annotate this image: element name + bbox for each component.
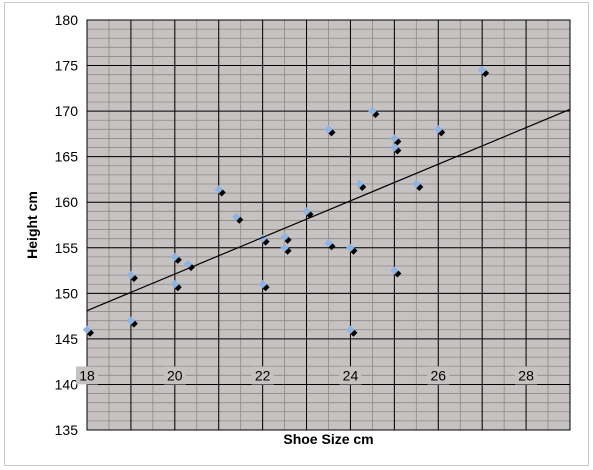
data-point xyxy=(390,266,402,278)
trendline xyxy=(86,108,571,312)
data-point-marker xyxy=(302,207,311,216)
data-point-marker xyxy=(258,280,267,289)
data-point xyxy=(477,65,490,78)
data-point-marker xyxy=(170,252,180,262)
data-point-marker xyxy=(324,125,333,134)
y-tick-label: 135 xyxy=(55,422,79,438)
data-point xyxy=(346,243,358,255)
x-tick-label: 26 xyxy=(430,367,446,383)
data-point-marker xyxy=(214,185,223,194)
y-tick-label: 160 xyxy=(55,194,79,210)
data-point xyxy=(368,106,380,119)
data-point-marker xyxy=(477,65,487,75)
data-point-marker xyxy=(82,325,92,334)
data-point-marker xyxy=(183,259,193,269)
y-tick-label: 175 xyxy=(55,58,79,74)
data-point-marker xyxy=(126,316,136,325)
data-point-marker xyxy=(170,280,180,289)
y-tick-label: 180 xyxy=(55,12,79,28)
data-point xyxy=(390,143,402,155)
y-tick-labels: 135 140 145 150 155 160 165 170 175 180 xyxy=(55,12,79,438)
data-point xyxy=(232,212,244,224)
y-tick-label: 145 xyxy=(55,331,79,347)
data-point-marker xyxy=(232,212,241,221)
data-point-marker xyxy=(126,270,136,280)
data-point-marker xyxy=(368,106,377,116)
x-tick-label-bg xyxy=(251,366,274,385)
x-tick-label-bg xyxy=(427,366,450,385)
data-point-marker xyxy=(390,266,399,275)
data-point-marker xyxy=(412,179,421,189)
x-tick-label: 28 xyxy=(518,367,534,383)
data-point xyxy=(434,125,446,137)
data-point xyxy=(126,270,138,283)
data-point xyxy=(390,134,402,146)
data-point-marker xyxy=(324,239,333,248)
x-tick-label-bg xyxy=(163,366,186,385)
data-point-marker xyxy=(280,243,289,252)
y-tick-label: 155 xyxy=(55,240,79,256)
data-point-marker xyxy=(390,134,399,143)
x-tick-label: 20 xyxy=(167,367,183,383)
data-point xyxy=(258,280,270,292)
data-point xyxy=(346,325,358,337)
data-point-marker xyxy=(390,143,399,152)
x-tick-label-bg xyxy=(76,366,98,385)
data-point xyxy=(280,232,292,244)
data-point-marker xyxy=(346,325,355,334)
data-point xyxy=(82,325,94,337)
y-tick-label: 150 xyxy=(55,285,79,301)
data-point-marker xyxy=(346,243,355,252)
x-tick-labels: 18 20 22 24 26 28 xyxy=(76,366,538,385)
data-points xyxy=(82,65,490,337)
data-point xyxy=(280,243,292,255)
y-tick-label: 140 xyxy=(55,376,79,392)
data-point xyxy=(324,239,336,251)
data-point xyxy=(355,179,367,191)
x-tick-label-bg xyxy=(339,366,362,385)
y-tick-label: 165 xyxy=(55,149,79,165)
x-tick-label: 24 xyxy=(343,367,359,383)
y-axis-title: Height cm xyxy=(24,191,40,259)
data-point xyxy=(302,207,314,219)
x-axis-title: Shoe Size cm xyxy=(283,431,373,447)
x-tick-label: 22 xyxy=(255,367,271,383)
data-point xyxy=(170,252,182,264)
x-tick-label-bg xyxy=(515,366,538,385)
y-tick-label: 170 xyxy=(55,103,79,119)
data-point xyxy=(170,280,182,292)
data-point-marker xyxy=(280,232,289,242)
data-point xyxy=(324,125,336,137)
x-tick-label: 18 xyxy=(79,367,95,383)
data-point-marker xyxy=(434,125,443,134)
data-point xyxy=(126,316,138,328)
plot-border xyxy=(86,19,571,431)
data-point-marker xyxy=(355,179,364,189)
data-point xyxy=(214,185,226,197)
data-point xyxy=(412,179,424,191)
